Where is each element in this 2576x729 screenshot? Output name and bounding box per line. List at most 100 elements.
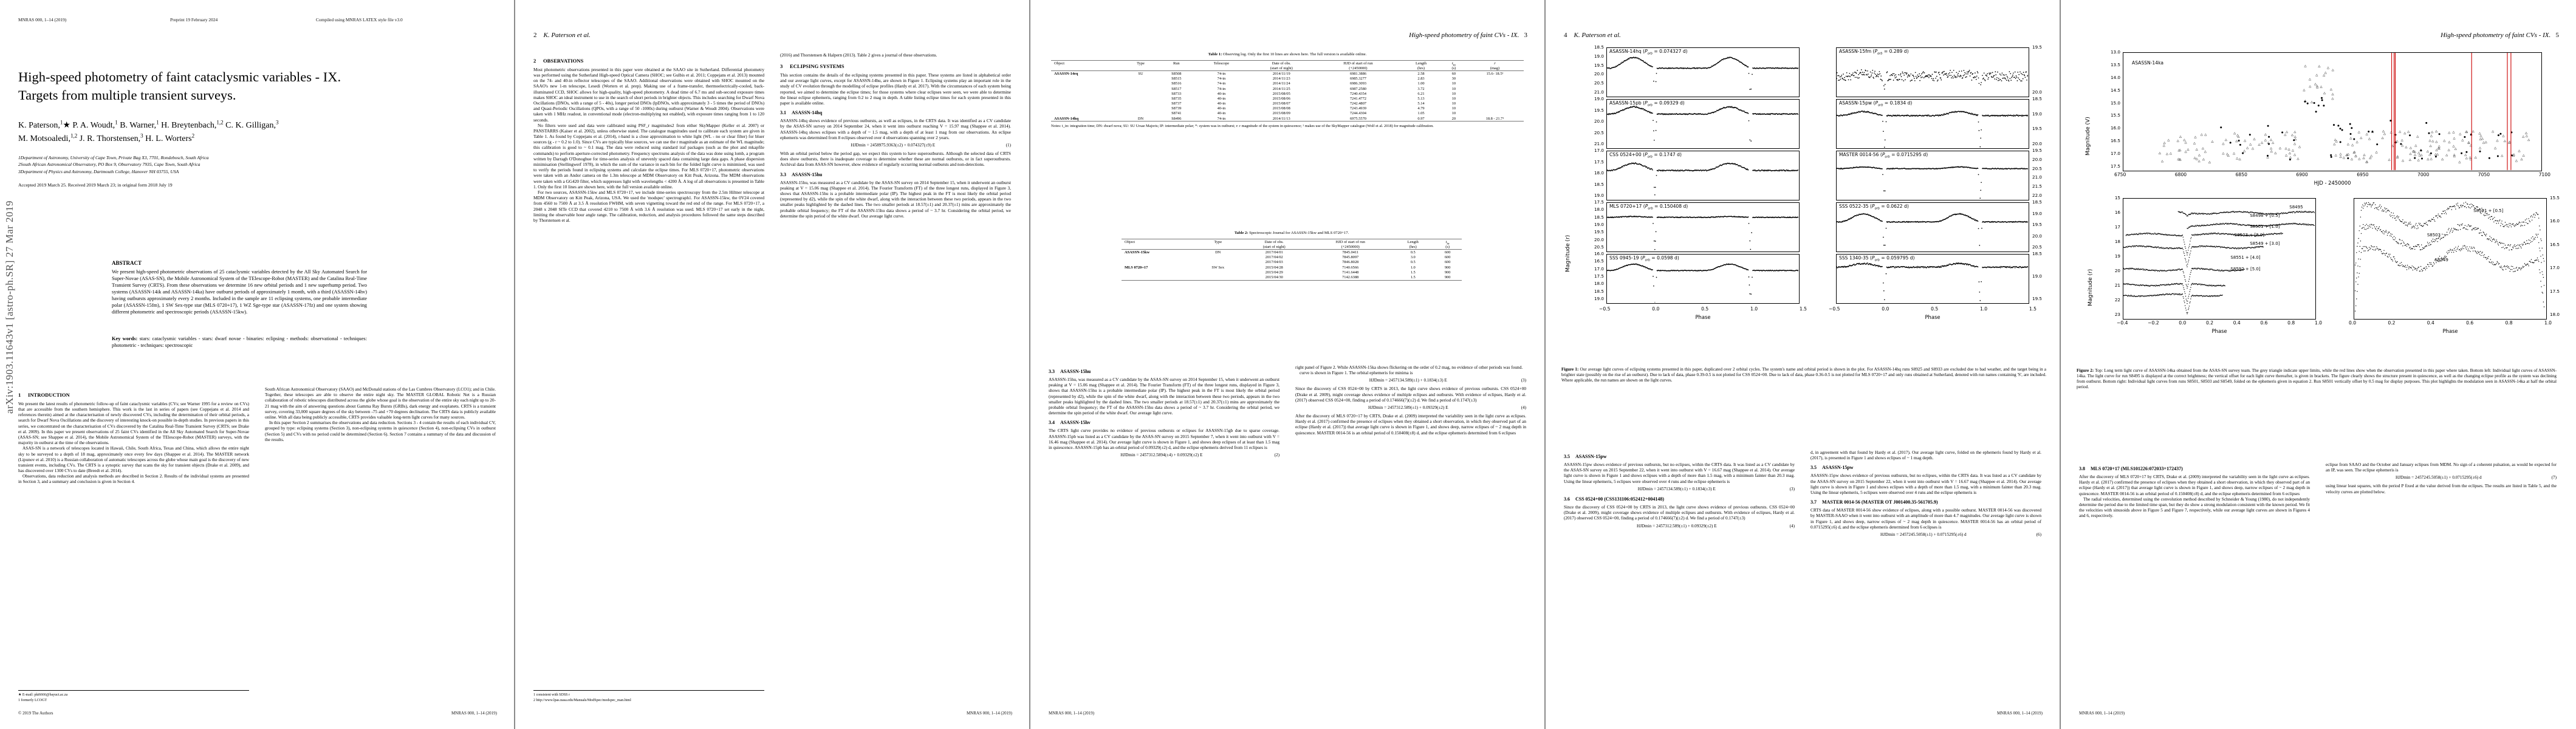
table-cell-object: [1122, 275, 1196, 280]
tick-label: 0.4: [2233, 320, 2241, 326]
tick-label: 16.5: [2550, 242, 2560, 247]
table-cell-telescope: 40-in: [1196, 106, 1247, 111]
run-label: S8551 + [4.0]: [2206, 255, 2261, 260]
tick-label: 18.5: [1594, 215, 1604, 219]
table-cell-len: 0.97: [1400, 116, 1441, 122]
tick-label: 19.5: [2032, 296, 2042, 301]
table-cell-tin: 600: [1433, 250, 1462, 255]
page-5: High-speed photometry of faint CVs - IX.…: [2061, 0, 2576, 729]
table-cell-tin: 900: [1433, 265, 1462, 270]
subsection-heading-15pw: 3.5 ASASSN-15pw: [1564, 454, 1795, 460]
tick-label: 19.0: [2032, 112, 2042, 116]
tick-label: 19.0: [2032, 274, 2042, 278]
table-cell-date: 2015/08/08: [1247, 106, 1316, 111]
table-cell-hjd: 7244.4304: [1316, 111, 1401, 116]
table-cell-hjd: 6987.2580: [1316, 86, 1401, 91]
paragraph: ASASSN-15pw shows evidence of previous o…: [1564, 462, 1795, 484]
tick-label: 17.0: [1594, 267, 1604, 271]
table-cell-tin: 10: [1442, 81, 1466, 86]
table-cell-object: ASASSN-14eq: [1051, 71, 1124, 77]
table-cell-object: [1051, 106, 1124, 111]
tick-label: 18: [2115, 239, 2120, 244]
tick-label: 0.6: [2466, 320, 2473, 326]
figure2-top-panel: ASASSN-14ka: [2123, 52, 2542, 171]
y-tick-labels: 15 16 17 18 19 20 21 22 23: [2101, 196, 2120, 317]
table-cell-tin: 30: [1442, 77, 1466, 81]
subcol-telescope: [1196, 66, 1247, 71]
subcol-date: (start of night): [1247, 66, 1316, 71]
footer-journal-ref: MNRAS 000, 1–14 (2019): [1049, 711, 1094, 716]
y-tick-labels: 15.5 16.0 16.5 17.0 17.5 18.0: [2550, 196, 2572, 317]
table-subheader-row: (start of night) (+2450000) (hrs) (s) (m…: [1051, 66, 1524, 71]
lightcurve-plot: [1607, 203, 1798, 251]
table-cell-r: [1466, 77, 1524, 81]
footnote-modspec: 2 http://www.lpas.nasa.edu/Manuals/ModSp…: [533, 699, 764, 703]
abstract-heading: ABSTRACT: [112, 260, 367, 267]
subcol-tin: (s): [1433, 244, 1462, 250]
tick-label: 20.0: [2032, 234, 2042, 238]
table-2-caption: Table 2: Spectroscopic Journal for ASASS…: [1122, 231, 1462, 235]
table-cell-run: S8741: [1157, 111, 1196, 116]
section-heading-introduction: 1 INTRODUCTION: [18, 392, 249, 399]
tick-label: 1.0: [2315, 320, 2322, 326]
table-row: ASASSN-14eq SU S8508 74-in 2014/11/19 6981.38…: [1051, 71, 1524, 77]
table-2-spectroscopic-journal: Table 2: Spectroscopic Journal for ASASS…: [1122, 231, 1462, 281]
tick-label: 15.5: [2550, 196, 2560, 200]
tick-label: 19.0: [1594, 193, 1604, 197]
subsection-heading-14ka: 3.5 ASASSN-15pw: [1810, 465, 2041, 471]
paragraph: Most photometric observations presented …: [533, 67, 764, 123]
table-cell-run: S8516: [1157, 81, 1196, 86]
tick-label: 22.0: [2032, 193, 2042, 197]
table-cell-r: [1466, 81, 1524, 86]
tick-label: 21.0: [2032, 175, 2042, 179]
tick-label: −0.4: [2117, 320, 2128, 326]
tick-label: 20.0: [1594, 119, 1604, 123]
y-tick-labels: 19.0 19.5 20.0 20.5 21.0: [1582, 97, 1604, 146]
table-cell-type: SU: [1124, 71, 1157, 77]
tick-label: 0.5: [1931, 306, 1938, 312]
col-hjd: HJD of start of run: [1316, 61, 1401, 66]
y-tick-labels: 13.0 13.5 14.0 14.5 15.0 15.5 16.0 16.5 17.0 17.5: [2098, 50, 2120, 169]
table-cell-hjd: 7243.4939: [1316, 106, 1401, 111]
page-4: 4 K. Paterson et al. Magnitude (r) ASASSN…: [1546, 0, 2060, 729]
figure1-panel-css-0524-00: CSS 0524+00 (Porb = 0.1747 d): [1606, 151, 1800, 200]
run-label: S8592 + [5.0]: [2206, 267, 2261, 272]
table-cell-len: 5.14: [1400, 101, 1441, 106]
table-cell-hjd: 7845.8097: [1308, 255, 1392, 260]
x-tick-labels: 6750 6800 6850 6900 6950 7000 7050 7100: [2114, 172, 2550, 177]
table-cell-run: S8517: [1157, 86, 1196, 91]
table-cell-type: [1196, 260, 1240, 265]
table-cell-hjd: 6975.5570: [1316, 116, 1401, 122]
tick-label: 16.0: [2550, 219, 2560, 223]
tick-label: 16.0: [2111, 126, 2120, 130]
tick-label: −0.5: [1829, 306, 1840, 312]
tick-label: 18.0: [2550, 312, 2560, 317]
table-cell-object: [1051, 81, 1124, 86]
table-cell-hjd: 7241.4772: [1316, 96, 1401, 101]
col-object: Object: [1051, 61, 1124, 66]
run-label: S8549 + [3.0]: [2225, 241, 2280, 246]
table-cell-r: [1466, 96, 1524, 101]
table-cell-r: [1466, 101, 1524, 106]
table-cell-run: S8737: [1157, 101, 1196, 106]
table-row: S8515 74-in 2014/11/23 6985.3277 2.83 30: [1051, 77, 1524, 81]
long-term-lightcurve: [2123, 53, 2541, 170]
folded-lightcurves: [2354, 199, 2546, 318]
table-cell-hjd: 7240.4354: [1316, 91, 1401, 96]
tick-label: 18.5: [2032, 252, 2042, 256]
section-heading-observations: 2 OBSERVATIONS: [533, 58, 764, 64]
table-cell-hjd: 6986.3093: [1316, 81, 1401, 86]
y-tick-labels: 17.0 17.5 18.0 18.5 19.0: [1582, 148, 1604, 198]
paragraph: In this paper Section 2 summarises the o…: [265, 420, 496, 442]
table-row: ASASSN-15kw DN 2017/04/01 7845.0411 0.5 600: [1122, 250, 1462, 255]
table-cell-tin: 10: [1442, 91, 1466, 96]
arxiv-stamp: arXiv:1903.11643v1 [astro-ph.SR] 27 Mar …: [4, 200, 16, 414]
tick-label: 15.0: [2111, 101, 2120, 105]
table-cell-date: 2015/08/07: [1247, 101, 1316, 106]
y-tick-labels: 17.5 18.0 18.5 19.0 19.5 20.0 20.5: [1582, 200, 1604, 250]
subsection-heading-15hv: 3.4 ASASSN-15hv: [1049, 420, 1279, 426]
col-date: Date of obs.: [1247, 61, 1316, 66]
affiliations: 1Department of Astronomy, University of …: [18, 154, 419, 175]
paragraph: For two sources, ASASSN-15kw and MLS 072…: [533, 190, 764, 223]
table-cell-run: S8515: [1157, 77, 1196, 81]
